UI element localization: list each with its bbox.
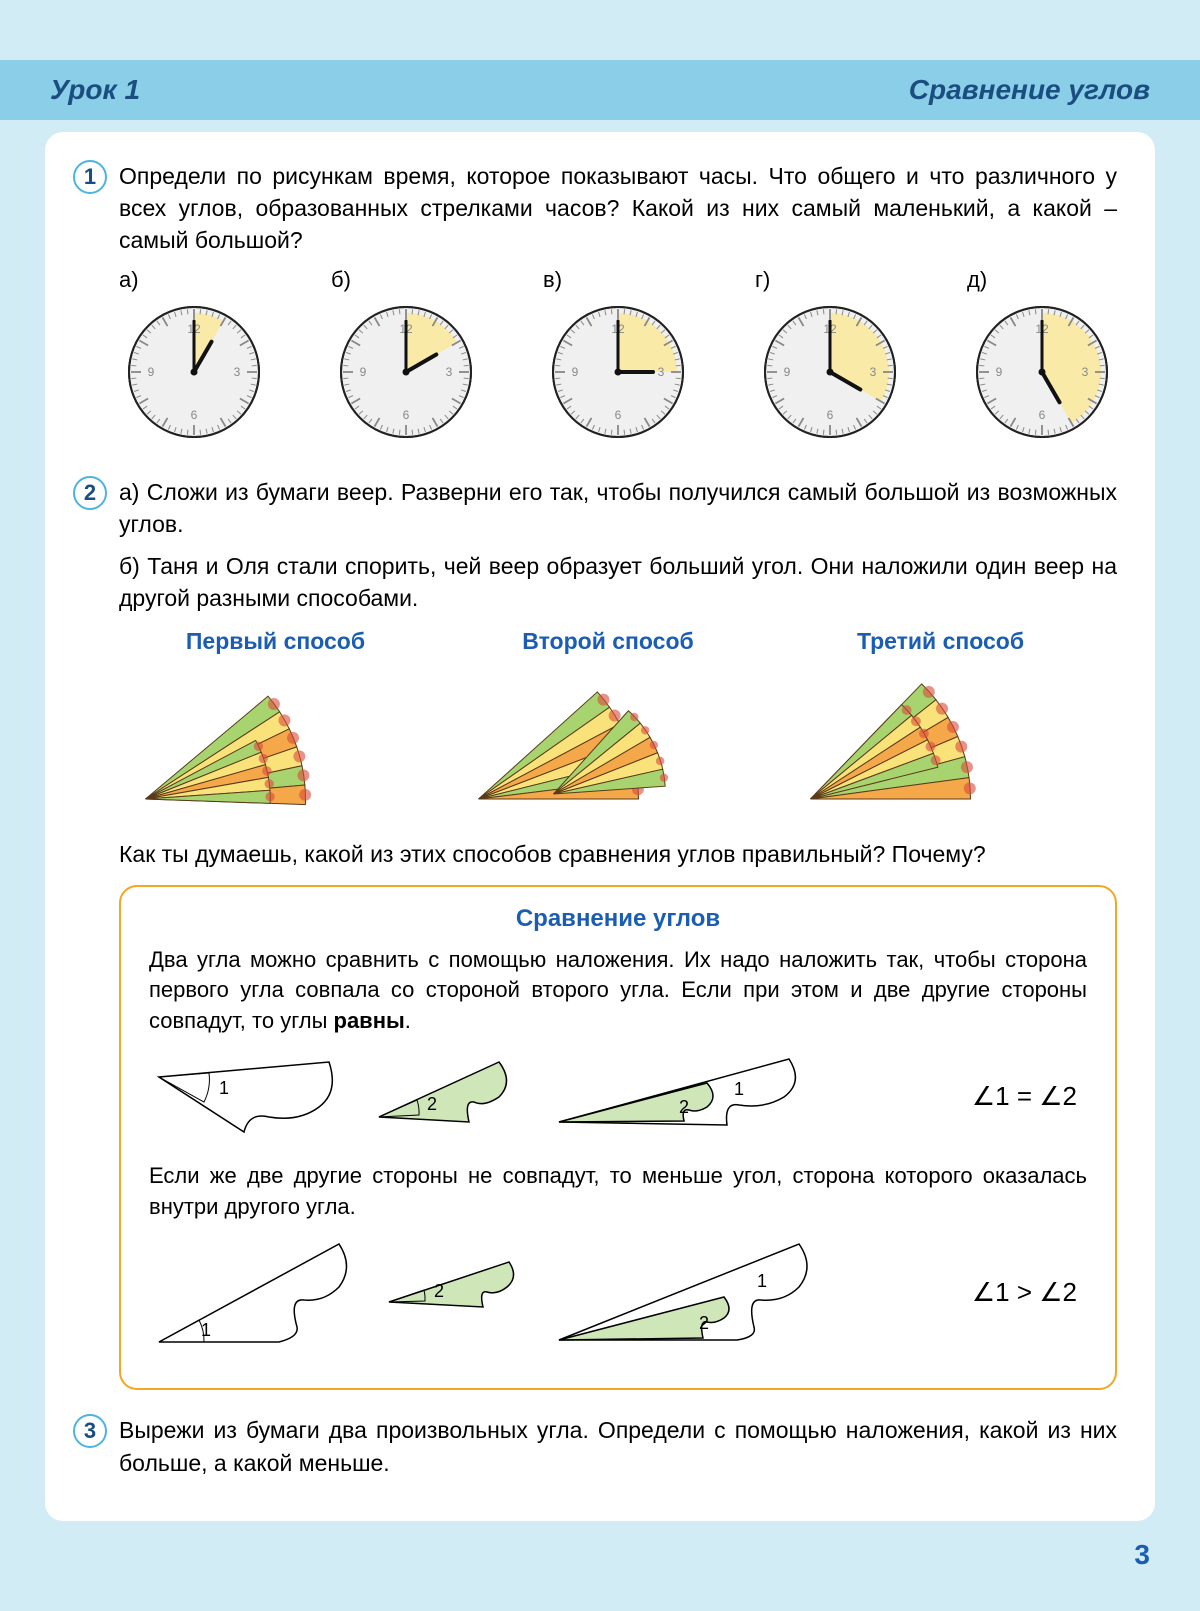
angle-row-equal: 1 2 1 2 ∠1 = ∠2 bbox=[149, 1047, 1087, 1147]
task-number-badge: 2 bbox=[73, 476, 107, 510]
clock-item: в) 12369 bbox=[543, 267, 693, 452]
svg-text:3: 3 bbox=[1082, 365, 1089, 379]
svg-text:3: 3 bbox=[870, 365, 877, 379]
svg-text:6: 6 bbox=[1039, 408, 1046, 422]
svg-text:6: 6 bbox=[615, 408, 622, 422]
task-number-badge: 3 bbox=[73, 1414, 107, 1448]
fan-method-title: Второй способ bbox=[452, 628, 765, 655]
angle-2b-diagram: 2 bbox=[379, 1247, 529, 1337]
clock-icon: 12369 bbox=[119, 297, 269, 447]
fan-diagram bbox=[452, 669, 765, 819]
lesson-header: Урок 1 Сравнение углов bbox=[0, 60, 1200, 120]
svg-text:6: 6 bbox=[827, 408, 834, 422]
angle-1-diagram: 1 bbox=[149, 1052, 349, 1142]
fan-method: Второй способ bbox=[452, 628, 765, 824]
svg-text:2: 2 bbox=[427, 1094, 437, 1114]
svg-text:1: 1 bbox=[757, 1271, 767, 1291]
task-2-text: а) Сложи из бумаги веер. Разверни его та… bbox=[119, 476, 1117, 615]
svg-text:6: 6 bbox=[191, 408, 198, 422]
task-number-badge: 1 bbox=[73, 160, 107, 194]
content-panel: 1 Определи по рисункам время, которое по… bbox=[45, 132, 1155, 1521]
angle-overlay-greater: 1 2 bbox=[549, 1232, 829, 1352]
clock-item: а) 12369 bbox=[119, 267, 269, 452]
task-3-text: Вырежи из бумаги два произвольных угла. … bbox=[119, 1414, 1117, 1478]
svg-text:9: 9 bbox=[572, 365, 579, 379]
fan-method: Третий способ bbox=[784, 628, 1097, 824]
svg-text:9: 9 bbox=[996, 365, 1003, 379]
task-1: 1 Определи по рисункам время, которое по… bbox=[83, 160, 1117, 452]
clock-label: б) bbox=[331, 267, 481, 293]
fan-method: Первый способ bbox=[119, 628, 432, 824]
lesson-number: Урок 1 bbox=[50, 74, 140, 106]
clock-label: в) bbox=[543, 267, 693, 293]
svg-text:6: 6 bbox=[403, 408, 410, 422]
rule-title: Сравнение углов bbox=[149, 905, 1087, 933]
svg-text:1: 1 bbox=[734, 1079, 744, 1099]
clock-item: б) 12369 bbox=[331, 267, 481, 452]
svg-text:1: 1 bbox=[219, 1078, 229, 1098]
svg-text:9: 9 bbox=[148, 365, 155, 379]
angle-overlay-equal: 1 2 bbox=[549, 1047, 809, 1147]
page-number: 3 bbox=[0, 1539, 1150, 1571]
task-1-text: Определи по рисункам время, которое пока… bbox=[119, 160, 1117, 257]
clock-label: д) bbox=[967, 267, 1117, 293]
angle-2-diagram: 2 bbox=[369, 1052, 529, 1142]
task-2-question: Как ты думаешь, какой из этих способов с… bbox=[119, 838, 1117, 870]
rule-para-2: Если же две другие стороны не совпадут, … bbox=[149, 1161, 1087, 1223]
task-3: 3 Вырежи из бумаги два произвольных угла… bbox=[83, 1414, 1117, 1478]
svg-text:3: 3 bbox=[446, 365, 453, 379]
svg-text:2: 2 bbox=[679, 1097, 689, 1117]
clock-item: г) 12369 bbox=[755, 267, 905, 452]
fan-method-title: Третий способ bbox=[784, 628, 1097, 655]
svg-text:9: 9 bbox=[360, 365, 367, 379]
rule-box: Сравнение углов Два угла можно сравнить … bbox=[119, 885, 1117, 1391]
formula-equal: ∠1 = ∠2 bbox=[972, 1081, 1087, 1112]
svg-text:1: 1 bbox=[201, 1320, 211, 1340]
svg-text:2: 2 bbox=[434, 1281, 444, 1301]
svg-text:2: 2 bbox=[699, 1313, 709, 1333]
svg-text:3: 3 bbox=[234, 365, 241, 379]
angle-row-greater: 1 2 1 2 ∠1 > ∠2 bbox=[149, 1232, 1087, 1352]
clock-icon: 12369 bbox=[967, 297, 1117, 447]
svg-text:3: 3 bbox=[658, 365, 665, 379]
clock-icon: 12369 bbox=[755, 297, 905, 447]
page: Урок 1 Сравнение углов 1 Определи по рис… bbox=[0, 60, 1200, 1611]
formula-greater: ∠1 > ∠2 bbox=[972, 1277, 1087, 1308]
fan-methods-row: Первый способ Второй способ Третий спосо… bbox=[119, 628, 1097, 824]
clocks-row: а) 12369 б) 12369 в) 12369 г) bbox=[119, 267, 1117, 452]
rule-para-1: Два угла можно сравнить с помощью наложе… bbox=[149, 945, 1087, 1037]
svg-text:9: 9 bbox=[784, 365, 791, 379]
clock-icon: 12369 bbox=[543, 297, 693, 447]
clock-label: г) bbox=[755, 267, 905, 293]
lesson-title: Сравнение углов bbox=[909, 74, 1150, 106]
clock-icon: 12369 bbox=[331, 297, 481, 447]
angle-1b-diagram: 1 bbox=[149, 1232, 359, 1352]
clock-label: а) bbox=[119, 267, 269, 293]
clock-item: д) 12369 bbox=[967, 267, 1117, 452]
task-2: 2 а) Сложи из бумаги веер. Разверни его … bbox=[83, 476, 1117, 1391]
fan-method-title: Первый способ bbox=[119, 628, 432, 655]
fan-diagram bbox=[119, 669, 432, 819]
fan-diagram bbox=[784, 669, 1097, 819]
